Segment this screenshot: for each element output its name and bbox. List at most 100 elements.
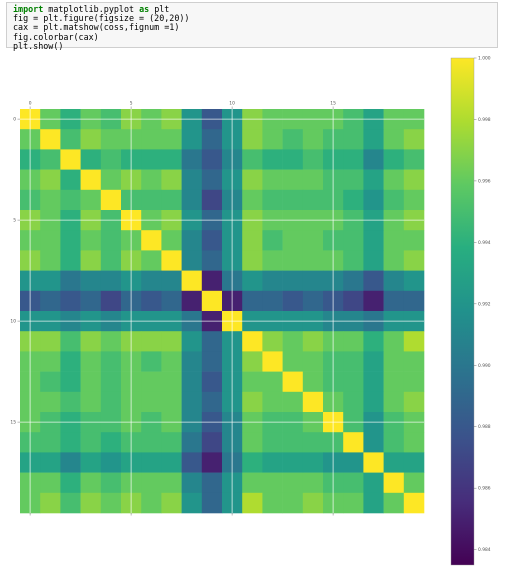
heatmap-cell bbox=[80, 290, 102, 312]
heatmap-cell bbox=[383, 492, 405, 514]
heatmap-cell bbox=[141, 270, 162, 292]
heatmap-cell bbox=[282, 270, 304, 292]
heatmap-cell bbox=[282, 351, 304, 372]
heatmap-cell bbox=[141, 432, 162, 453]
heatmap-cell bbox=[383, 230, 405, 251]
colorbar-tick-label: 0.998 bbox=[478, 117, 491, 123]
code-line-2: fig = plt.figure(figsize = (20,20)) bbox=[13, 13, 190, 24]
heatmap-cell bbox=[100, 230, 122, 251]
heatmap-cell bbox=[161, 270, 182, 292]
heatmap-cell bbox=[383, 250, 405, 271]
heatmap-cell bbox=[403, 391, 425, 413]
heatmap-cell bbox=[262, 452, 283, 473]
heatmap-cell bbox=[141, 189, 162, 211]
y-tick-label: 0 bbox=[13, 117, 16, 123]
heatmap-cell bbox=[201, 149, 223, 170]
colorbar-tick-label: 0.990 bbox=[478, 363, 491, 369]
colorbar-tick-label: 1.000 bbox=[478, 56, 491, 62]
heatmap-ticks: 0 5 10 15 0 5 10 15 bbox=[10, 101, 336, 516]
heatmap-cell bbox=[242, 432, 263, 453]
heatmap-cell bbox=[100, 129, 122, 150]
heatmap-cell bbox=[242, 331, 263, 352]
heatmap-cell bbox=[403, 270, 425, 292]
heatmap-cell bbox=[302, 351, 324, 372]
heatmap-cell bbox=[141, 351, 162, 372]
heatmap-cell bbox=[80, 149, 102, 170]
heatmap-cell bbox=[161, 250, 182, 271]
heatmap-cell bbox=[141, 250, 162, 271]
heatmap-cell bbox=[262, 270, 283, 292]
y-tick-label: 15 bbox=[10, 420, 16, 426]
heatmap-cell bbox=[40, 472, 61, 494]
heatmap-cell bbox=[383, 169, 405, 191]
heatmap-cell bbox=[363, 149, 384, 170]
heatmap-cell bbox=[161, 492, 182, 514]
heatmap-cell bbox=[343, 432, 364, 453]
heatmap-cell bbox=[262, 290, 283, 312]
heatmap-cell bbox=[262, 129, 283, 150]
heatmap-cell bbox=[181, 351, 203, 372]
heatmap-cell bbox=[282, 391, 304, 413]
heatmap-cell bbox=[403, 290, 425, 312]
colorbar-tick-label: 0.986 bbox=[478, 486, 491, 492]
heatmap-cell bbox=[141, 290, 162, 312]
heatmap-cell bbox=[363, 270, 384, 292]
heatmap-cell bbox=[383, 452, 405, 473]
heatmap-cell bbox=[80, 371, 102, 393]
heatmap-cell bbox=[302, 149, 324, 170]
heatmap-cell bbox=[100, 189, 122, 211]
heatmap-cell bbox=[242, 270, 263, 292]
heatmap-cell bbox=[40, 270, 61, 292]
heatmap-cell bbox=[343, 189, 364, 211]
heatmap-cell bbox=[343, 290, 364, 312]
heatmap-cell bbox=[403, 169, 425, 191]
heatmap-cell bbox=[383, 149, 405, 170]
heatmap-cell bbox=[80, 250, 102, 271]
heatmap-cell bbox=[161, 351, 182, 372]
heatmap-cell bbox=[181, 290, 203, 312]
heatmap-cell bbox=[403, 351, 425, 372]
heatmap-cell bbox=[181, 432, 203, 453]
heatmap-cell bbox=[363, 432, 384, 453]
heatmap-cell bbox=[302, 331, 324, 352]
heatmap-cell bbox=[302, 129, 324, 150]
heatmap-cell bbox=[100, 351, 122, 372]
heatmap-cell bbox=[60, 189, 81, 211]
heatmap-cell bbox=[141, 492, 162, 514]
heatmap-cell bbox=[40, 290, 61, 312]
heatmap-cell bbox=[242, 371, 263, 393]
heatmap-cell bbox=[343, 270, 364, 292]
heatmap-cell bbox=[141, 371, 162, 393]
x-tick-label: 10 bbox=[229, 101, 235, 107]
heatmap-cell bbox=[302, 270, 324, 292]
heatmap-cell bbox=[343, 230, 364, 251]
heatmap-cell bbox=[343, 331, 364, 352]
heatmap-cell bbox=[363, 391, 384, 413]
heatmap-cell bbox=[40, 230, 61, 251]
heatmap-cell bbox=[141, 472, 162, 494]
heatmap-cell bbox=[302, 492, 324, 514]
code-cell[interactable]: import matplotlib.pyplot as plt fig = pl… bbox=[6, 2, 498, 51]
heatmap-cell bbox=[363, 351, 384, 372]
heatmap-cell bbox=[262, 432, 283, 453]
heatmap-cell bbox=[60, 169, 81, 191]
heatmap-cell bbox=[242, 472, 263, 494]
heatmap-cell bbox=[181, 270, 203, 292]
heatmap-cell bbox=[282, 169, 304, 191]
heatmap-cell bbox=[80, 351, 102, 372]
heatmap-cell bbox=[100, 391, 122, 413]
heatmap-cell bbox=[80, 472, 102, 494]
heatmap-cell bbox=[302, 169, 324, 191]
heatmap-cell bbox=[403, 492, 425, 514]
heatmap-cell bbox=[201, 492, 223, 514]
x-tick-label: 15 bbox=[330, 101, 336, 107]
heatmap-cell bbox=[262, 492, 283, 514]
heatmap-cell bbox=[181, 472, 203, 494]
heatmap-cell bbox=[282, 472, 304, 494]
heatmap-cell bbox=[161, 189, 182, 211]
heatmap-cell bbox=[403, 129, 425, 150]
heatmap-cell bbox=[282, 331, 304, 352]
heatmap-cell bbox=[100, 452, 122, 473]
heatmap-cell bbox=[80, 169, 102, 191]
